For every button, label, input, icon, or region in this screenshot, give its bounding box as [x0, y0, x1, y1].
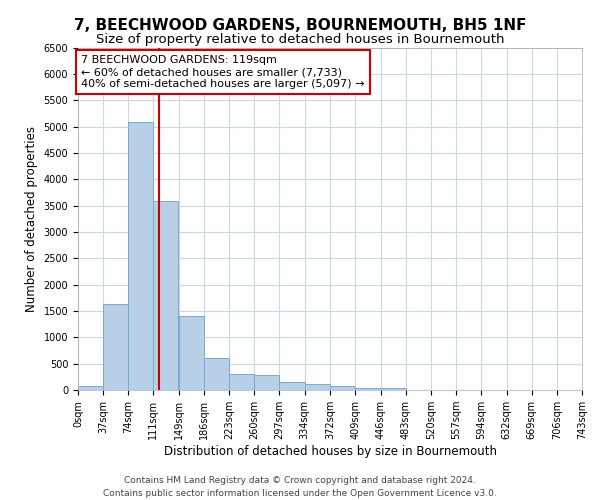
Bar: [380, 388, 406, 390]
Bar: [254, 374, 280, 390]
Text: Contains HM Land Registry data © Crown copyright and database right 2024.
Contai: Contains HM Land Registry data © Crown c…: [103, 476, 497, 498]
Text: Size of property relative to detached houses in Bournemouth: Size of property relative to detached ho…: [96, 32, 504, 46]
Bar: [280, 382, 305, 390]
Bar: [204, 358, 229, 390]
Bar: [355, 388, 380, 390]
Bar: [153, 202, 178, 390]
X-axis label: Distribution of detached houses by size in Bournemouth: Distribution of detached houses by size …: [163, 445, 497, 458]
Bar: [331, 386, 355, 390]
Bar: [103, 304, 128, 390]
Bar: [229, 374, 254, 390]
Text: 7, BEECHWOOD GARDENS, BOURNEMOUTH, BH5 1NF: 7, BEECHWOOD GARDENS, BOURNEMOUTH, BH5 1…: [74, 18, 526, 32]
Bar: [179, 316, 204, 390]
Bar: [128, 122, 153, 390]
Y-axis label: Number of detached properties: Number of detached properties: [25, 126, 38, 312]
Text: 7 BEECHWOOD GARDENS: 119sqm
← 60% of detached houses are smaller (7,733)
40% of : 7 BEECHWOOD GARDENS: 119sqm ← 60% of det…: [82, 56, 365, 88]
Bar: [305, 384, 329, 390]
Bar: [78, 386, 103, 390]
